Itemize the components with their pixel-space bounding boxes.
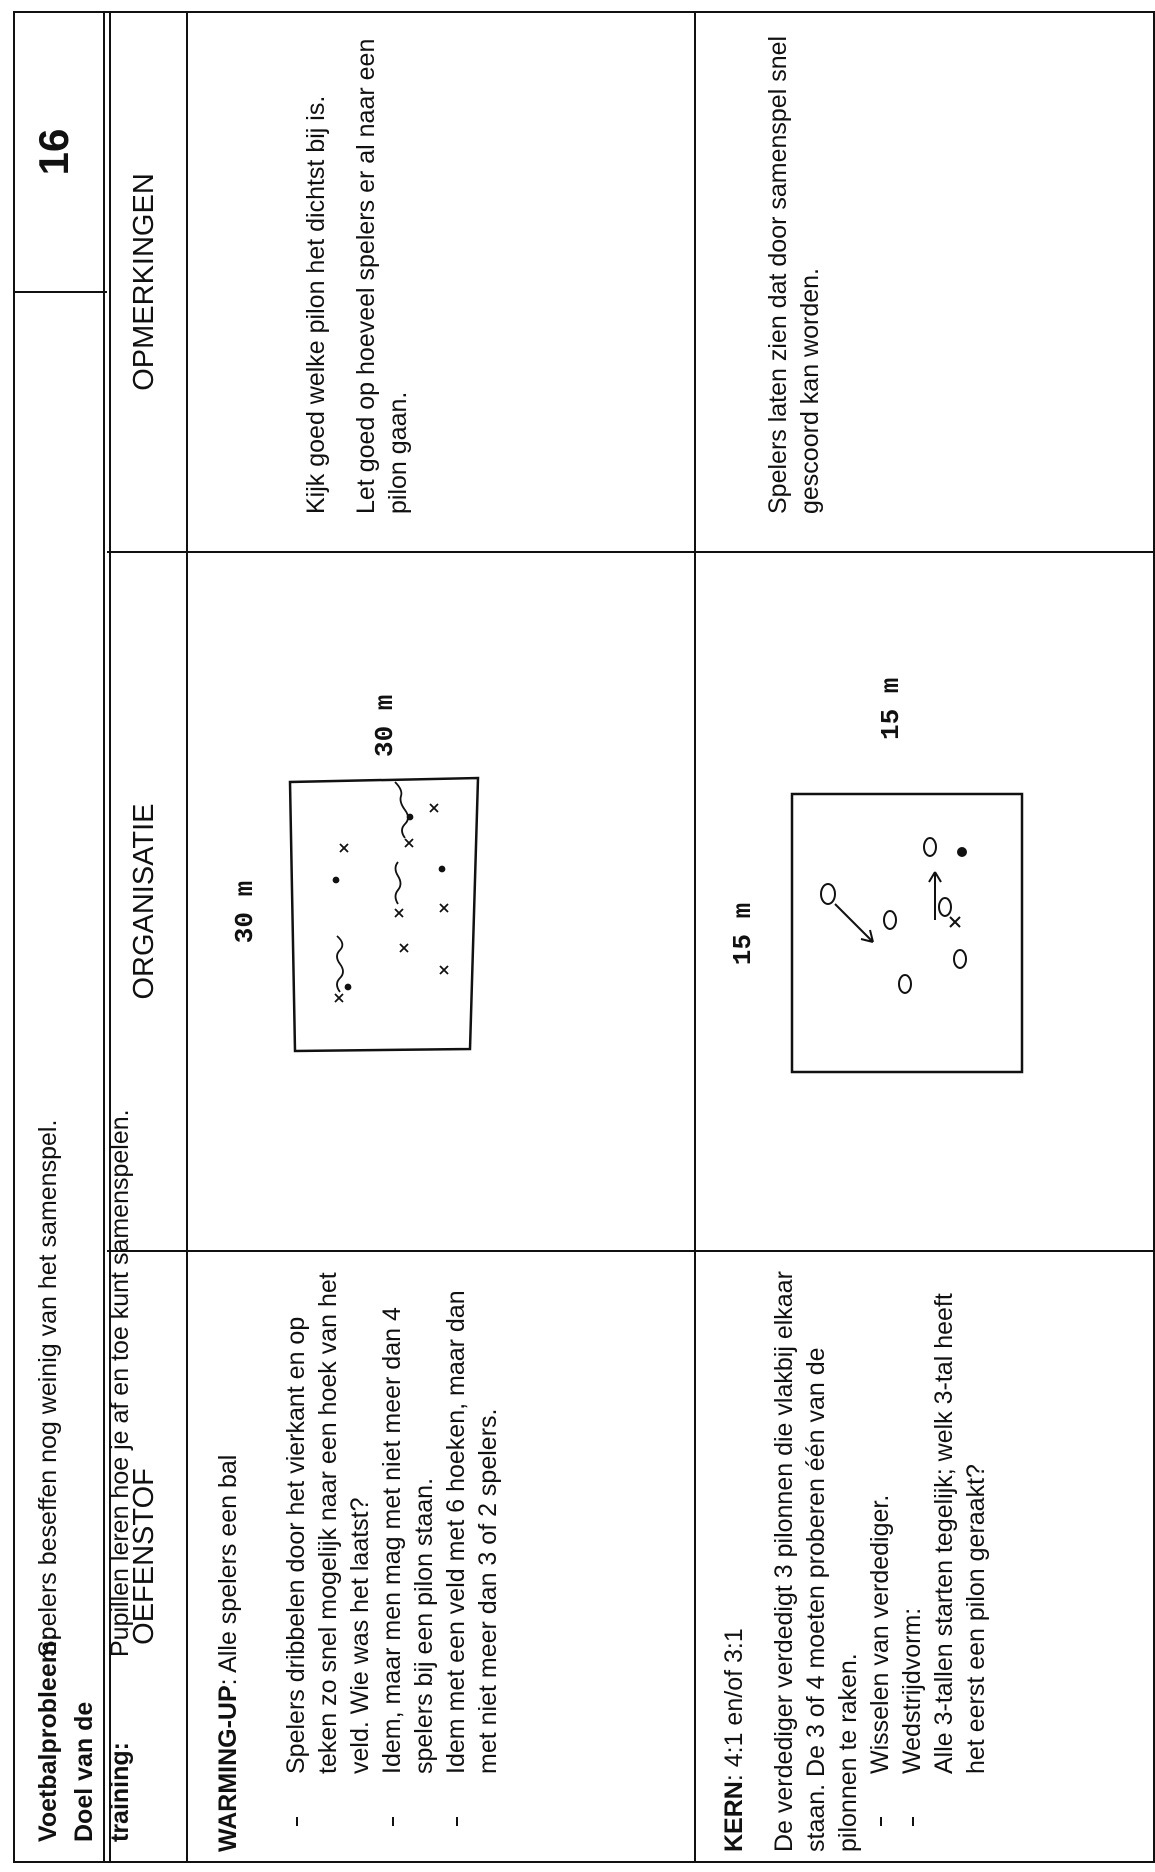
- section-heading: WARMING-UP: Alle spelers een bal: [212, 1267, 244, 1852]
- spacer: [244, 1267, 262, 1852]
- column-header: OPMERKINGEN: [128, 173, 160, 391]
- list-item: Idem met een veld met 6 hoeken, maar dan…: [440, 1267, 504, 1852]
- dimension-label: 30 m: [230, 880, 260, 944]
- dash: [296, 1817, 298, 1826]
- list-item: Wisselen van verdediger.: [864, 1267, 896, 1852]
- heading-text: : Alle spelers een bal: [214, 1454, 242, 1686]
- field-diagram: [790, 792, 1024, 1074]
- item-text: Idem, maar men mag met niet meer dan 4 s…: [378, 1307, 438, 1774]
- item-text: Wisselen van verdediger.: [866, 1494, 894, 1774]
- section-heading: KERN: 4:1 en/of 3:1: [718, 1267, 750, 1852]
- dimension-label: 15 m: [876, 677, 906, 740]
- list-item: Wedstrijdvorm:: [896, 1267, 928, 1852]
- remark: Spelers laten zien dat door samenspel sn…: [764, 35, 824, 514]
- column-header: OEFENSTOF: [128, 1468, 160, 1645]
- heading-text: : 4:1 en/of 3:1: [720, 1628, 748, 1782]
- opmerkingen-cell: Spelers laten zien dat door samenspel sn…: [762, 34, 826, 514]
- spacer: [332, 34, 350, 514]
- list-item: Alle 3-tallen starten tegelijk; welk 3-t…: [928, 1267, 992, 1852]
- heading-label: KERN: [720, 1781, 748, 1852]
- dash: [456, 1817, 458, 1826]
- oefenstof-cell: WARMING-UP: Alle spelers een bal Spelers …: [212, 1267, 504, 1852]
- list-item: Spelers dribbelen door het vierkant en o…: [280, 1267, 376, 1852]
- heading-label: WARMING-UP: [214, 1685, 242, 1852]
- dimension-label: 15 m: [728, 902, 758, 966]
- remark: Let goed op hoeveel spelers er al naar e…: [352, 38, 412, 514]
- label: Voetbalprobleem:: [34, 1632, 62, 1842]
- dash: [912, 1817, 914, 1826]
- header-problem: Voetbalprobleem:Spelers beseffen nog wei…: [30, 1120, 66, 1842]
- field-diagram: [288, 776, 480, 1053]
- dash: [392, 1817, 394, 1826]
- dash: [880, 1817, 882, 1826]
- opmerkingen-cell: Kijk goed welke pilon het dichtst bij is…: [300, 34, 414, 514]
- item-text: Idem met een veld met 6 hoeken, maar dan…: [442, 1290, 502, 1774]
- item-text: Alle 3-tallen starten tegelijk; welk 3-t…: [930, 1293, 990, 1774]
- spacer: [262, 1267, 280, 1852]
- remark: Kijk goed welke pilon het dichtst bij is…: [302, 95, 330, 514]
- oefenstof-cell: KERN: 4:1 en/of 3:1 De verdediger verdedi…: [718, 1267, 992, 1852]
- item-text: Spelers dribbelen door het vierkant en o…: [282, 1272, 374, 1774]
- column-header: ORGANISATIE: [128, 803, 160, 1000]
- page-number: 16: [30, 128, 77, 176]
- spacer: [750, 1267, 768, 1852]
- item-text: Wedstrijdvorm:: [898, 1607, 926, 1774]
- list-item: Idem, maar men mag met niet meer dan 4 s…: [376, 1267, 440, 1852]
- intro-text: De verdediger verdedigt 3 pilonnen die v…: [770, 1271, 862, 1852]
- text: Spelers beseffen nog weinig van het same…: [34, 1119, 62, 1657]
- dimension-label: 30 m: [370, 694, 400, 757]
